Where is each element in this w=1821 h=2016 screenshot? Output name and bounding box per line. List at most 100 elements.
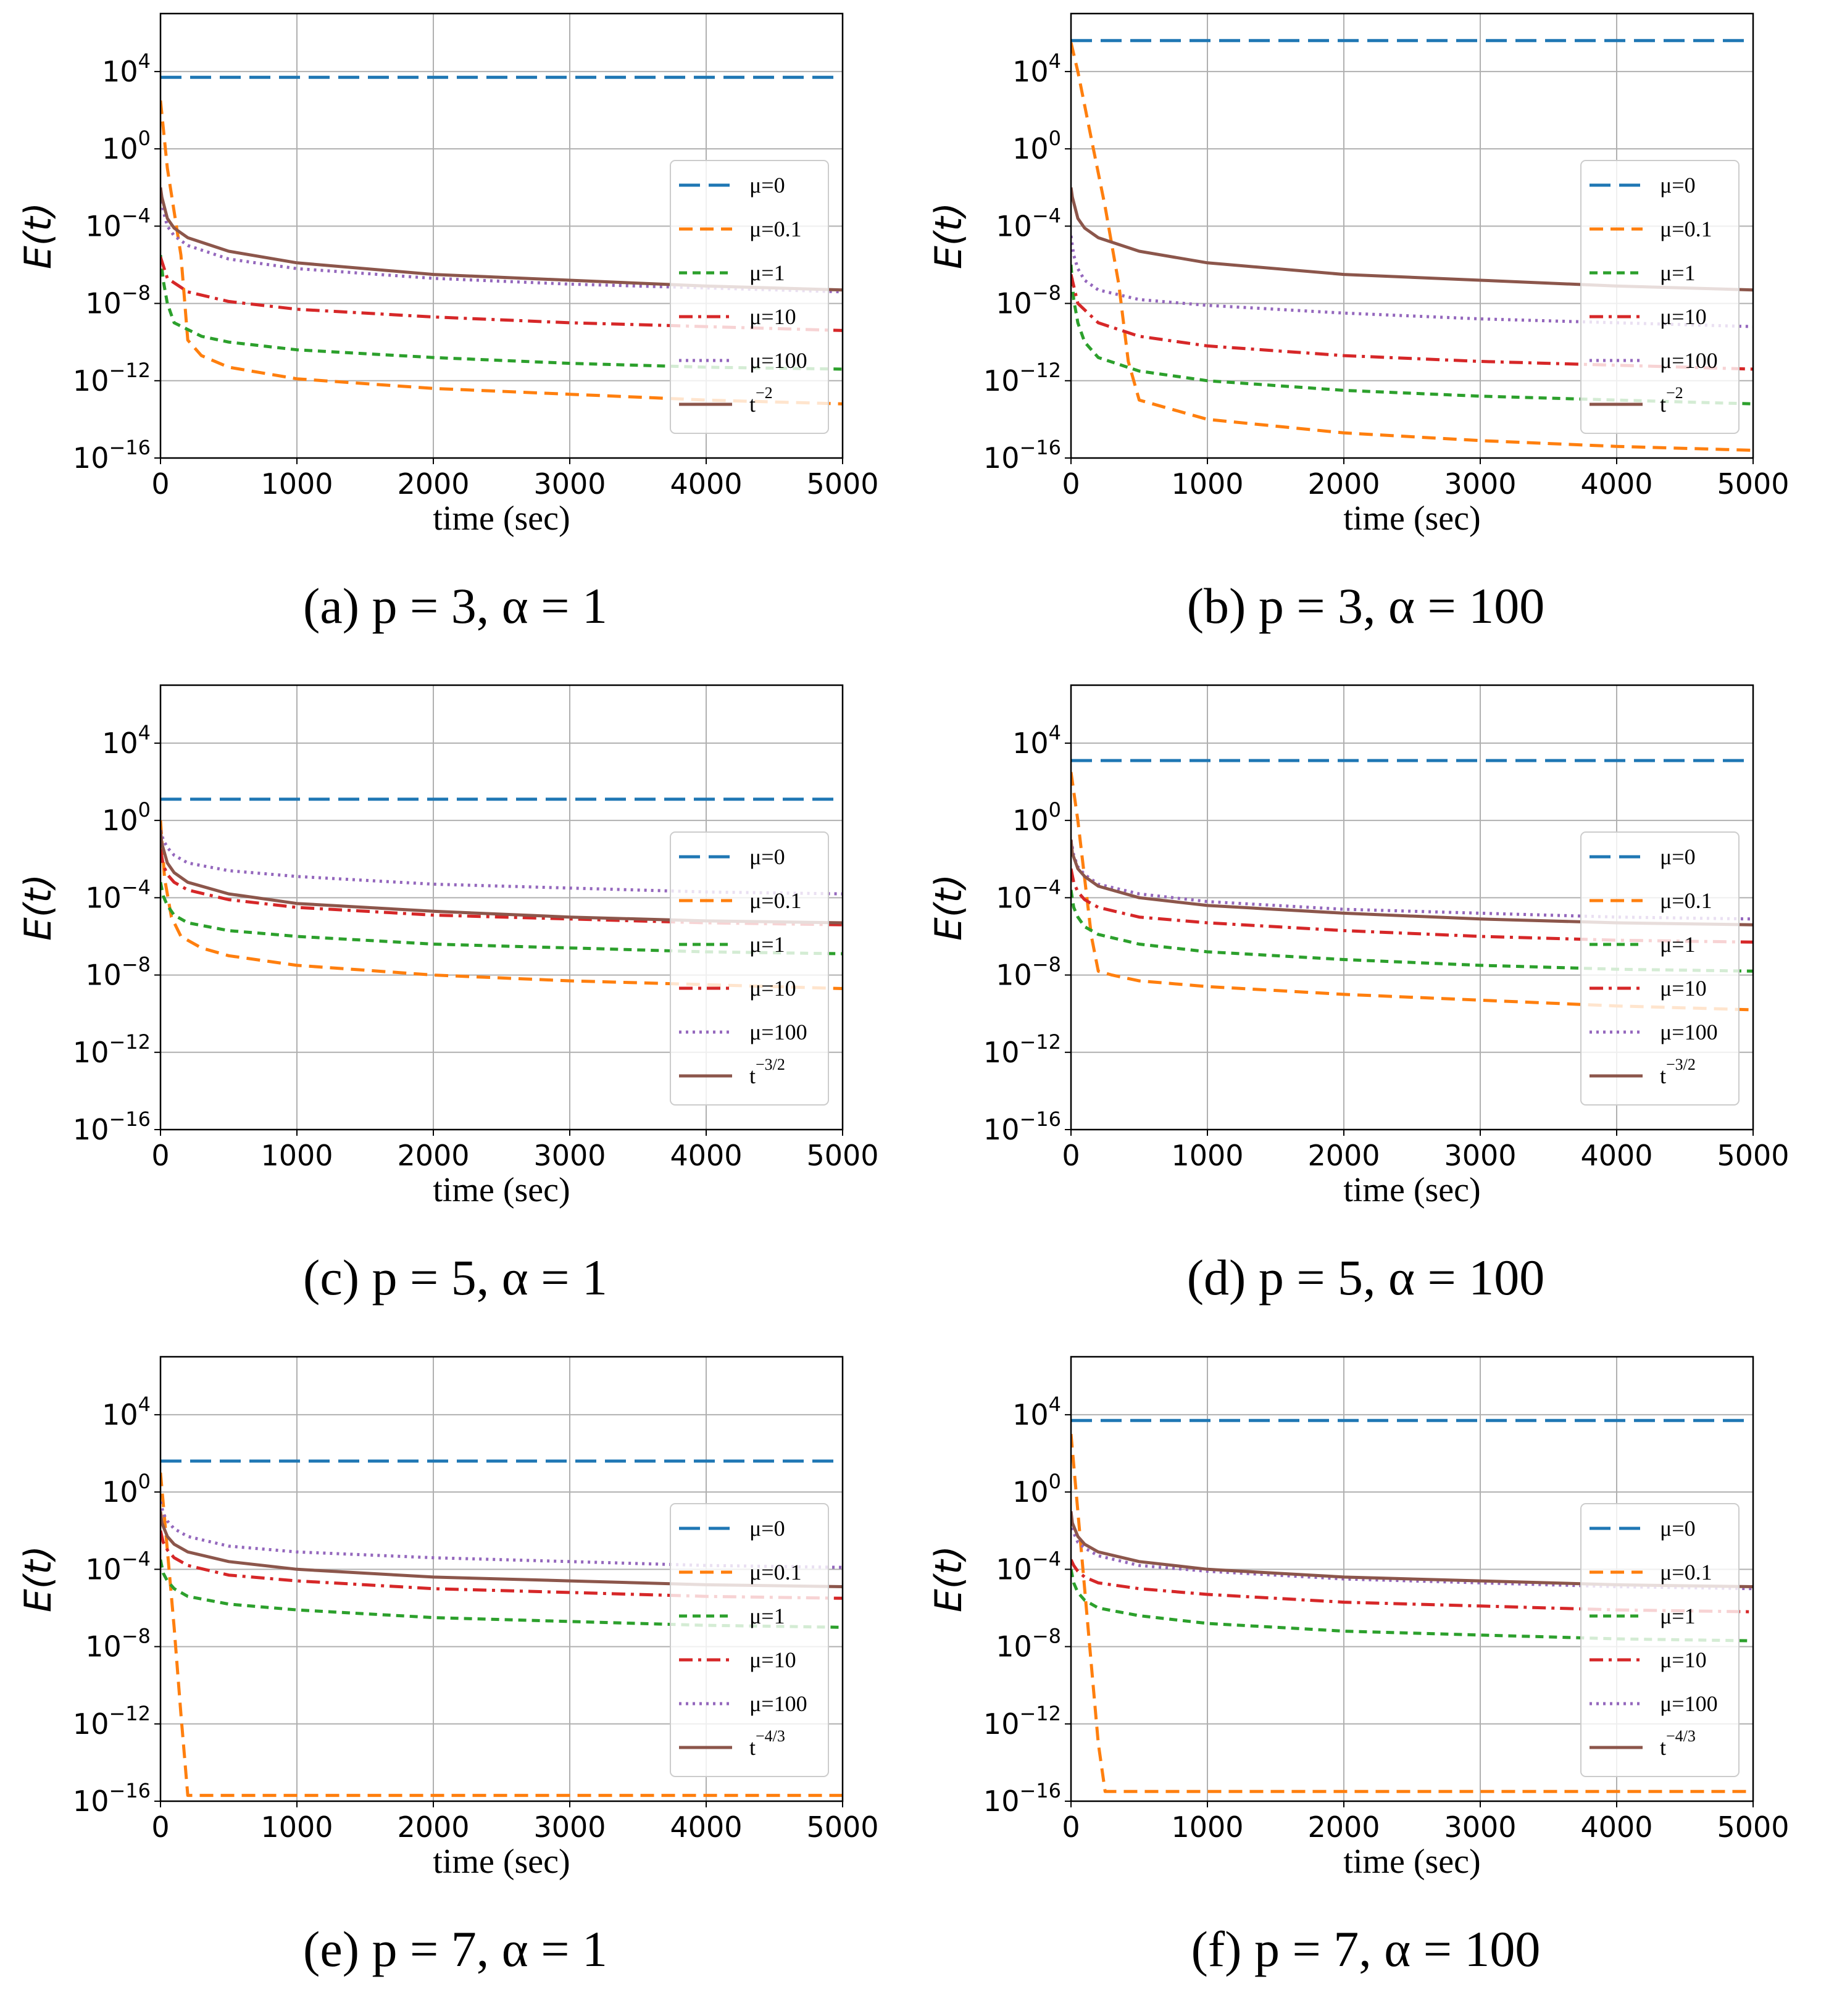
- legend-label: μ=10: [1660, 304, 1707, 329]
- y-tick-label: 10−12: [983, 359, 1061, 398]
- chart-c: 0 1000 2000 3000 4000 5000 104 100 10−4 10−8 10−12…: [17, 684, 879, 1209]
- x-tick-label: 1000: [1171, 1810, 1243, 1844]
- axes-frame: [1070, 684, 1754, 1131]
- series-line-4: [1071, 235, 1753, 328]
- series-line-3: [160, 849, 843, 927]
- legend-label: μ=100: [749, 1691, 807, 1716]
- series-line-4: [1071, 839, 1753, 921]
- x-tick-label: 4000: [1580, 1139, 1652, 1172]
- legend-label: μ=0.1: [749, 217, 802, 241]
- series-line-5: [160, 1511, 843, 1588]
- legend-label: μ=1: [1660, 932, 1696, 957]
- y-tick-label: 100: [1012, 127, 1061, 165]
- x-tick-label: 4000: [670, 1810, 742, 1844]
- y-tick-label: 10−8: [996, 281, 1061, 320]
- legend-label: μ=0.1: [1660, 1560, 1712, 1585]
- y-tick-label: 100: [102, 127, 151, 165]
- legend-label: μ=0.1: [1660, 217, 1712, 241]
- y-tick-label: 10−4: [85, 875, 151, 914]
- legend-label: μ=10: [749, 304, 796, 329]
- x-axis-label: time (sec): [433, 499, 570, 538]
- y-tick-label: 10−16: [983, 1107, 1061, 1146]
- chart-b: 0 1000 2000 3000 4000 5000 104 100 10−4 10−8 10−12…: [927, 12, 1790, 538]
- x-tick-label: 1000: [260, 1139, 333, 1172]
- x-tick-label: 2000: [1307, 467, 1380, 501]
- series-line-5: [1071, 839, 1753, 927]
- series-line-2: [160, 255, 843, 371]
- x-tick-label: 3000: [1444, 1139, 1516, 1172]
- x-tick-label: 0: [151, 1139, 169, 1172]
- legend-label: t−2: [749, 384, 773, 417]
- x-tick-label: 1000: [260, 1810, 333, 1844]
- series-line-3: [160, 256, 843, 332]
- x-axis-label: time (sec): [1343, 1171, 1480, 1209]
- x-tick-label: 4000: [1580, 1810, 1652, 1844]
- y-tick-label: 100: [102, 1470, 151, 1509]
- axes-frame: [159, 1356, 844, 1802]
- panel-a: 0 1000 2000 3000 4000 5000 104 100 10−4 10−8 10−12…: [0, 0, 910, 672]
- series-line-2: [160, 881, 843, 956]
- legend-label: t−3/2: [1660, 1056, 1696, 1088]
- y-tick-label: 10−16: [73, 436, 151, 475]
- series-line-5: [160, 187, 843, 292]
- series-line-5: [1071, 187, 1753, 292]
- panel-b: 0 1000 2000 3000 4000 5000 104 100 10−4 10−8 10−12…: [910, 0, 1821, 672]
- x-tick-label: 4000: [670, 467, 742, 501]
- legend-label: μ=100: [749, 1020, 807, 1044]
- legend-label: μ=0: [749, 173, 785, 198]
- legend-label: μ=10: [1660, 1647, 1707, 1672]
- x-axis-label: time (sec): [433, 1171, 570, 1209]
- y-tick-label: 10−12: [73, 359, 151, 398]
- x-tick-label: 1000: [1171, 467, 1243, 501]
- series-line-3: [1071, 1559, 1753, 1614]
- legend-label: μ=100: [1660, 1020, 1718, 1044]
- legend-label: μ=0: [1660, 1516, 1696, 1541]
- x-tick-label: 2000: [397, 1139, 469, 1172]
- y-tick-label: 10−12: [73, 1702, 151, 1741]
- series-line-1: [1071, 772, 1753, 1012]
- x-tick-label: 0: [151, 467, 169, 501]
- legend-label: μ=0: [1660, 844, 1696, 869]
- x-tick-label: 5000: [806, 1810, 878, 1844]
- x-tick-label: 1000: [260, 467, 333, 501]
- series-line-1: [160, 100, 843, 406]
- x-tick-label: 2000: [1307, 1810, 1380, 1844]
- series-line-1: [160, 820, 843, 990]
- y-axis-label: E(t): [17, 202, 60, 269]
- y-tick-label: 10−8: [85, 953, 151, 992]
- y-axis-label: E(t): [927, 874, 970, 941]
- x-tick-label: 3000: [533, 1810, 606, 1844]
- y-tick-label: 10−12: [73, 1030, 151, 1069]
- y-axis-label: E(t): [17, 1546, 60, 1612]
- chart-a: 0 1000 2000 3000 4000 5000 104 100 10−4 10−8 10−12…: [17, 12, 879, 538]
- x-tick-label: 3000: [533, 1139, 606, 1172]
- y-tick-label: 104: [102, 1393, 151, 1431]
- legend-label: μ=100: [1660, 348, 1718, 373]
- x-tick-label: 3000: [533, 467, 606, 501]
- x-tick-label: 2000: [397, 467, 469, 501]
- y-tick-label: 104: [1012, 49, 1061, 88]
- panel-c: 0 1000 2000 3000 4000 5000 104 100 10−4 10−8 10−12…: [0, 672, 910, 1343]
- x-tick-label: 0: [1062, 1810, 1080, 1844]
- panel-f: 0 1000 2000 3000 4000 5000 104 100 10−4 10−8 10−12…: [910, 1343, 1821, 2015]
- series-line-4: [160, 830, 843, 896]
- x-tick-label: 5000: [1717, 1139, 1789, 1172]
- y-tick-label: 10−8: [85, 1625, 151, 1664]
- x-tick-label: 5000: [806, 1139, 878, 1172]
- series-line-3: [160, 1530, 843, 1600]
- y-axis-label: E(t): [17, 874, 60, 941]
- chart-f: 0 1000 2000 3000 4000 5000 104 100 10−4 10−8 10−12…: [927, 1356, 1790, 1881]
- series-line-2: [1071, 1568, 1753, 1643]
- x-tick-label: 3000: [1444, 467, 1516, 501]
- series-line-3: [1071, 274, 1753, 371]
- x-tick-label: 5000: [1717, 1810, 1789, 1844]
- legend-label: μ=0: [1660, 173, 1696, 198]
- chart-d: 0 1000 2000 3000 4000 5000 104 100 10−4 10−8 10−12…: [927, 684, 1790, 1209]
- y-tick-label: 10−16: [73, 1107, 151, 1146]
- y-tick-label: 10−4: [996, 1547, 1061, 1586]
- series-line-2: [1071, 264, 1753, 406]
- panel-d: 0 1000 2000 3000 4000 5000 104 100 10−4 10−8 10−12…: [910, 672, 1821, 1343]
- series-line-5: [1071, 1511, 1753, 1588]
- y-tick-label: 10−8: [996, 953, 1061, 992]
- x-tick-label: 5000: [806, 467, 878, 501]
